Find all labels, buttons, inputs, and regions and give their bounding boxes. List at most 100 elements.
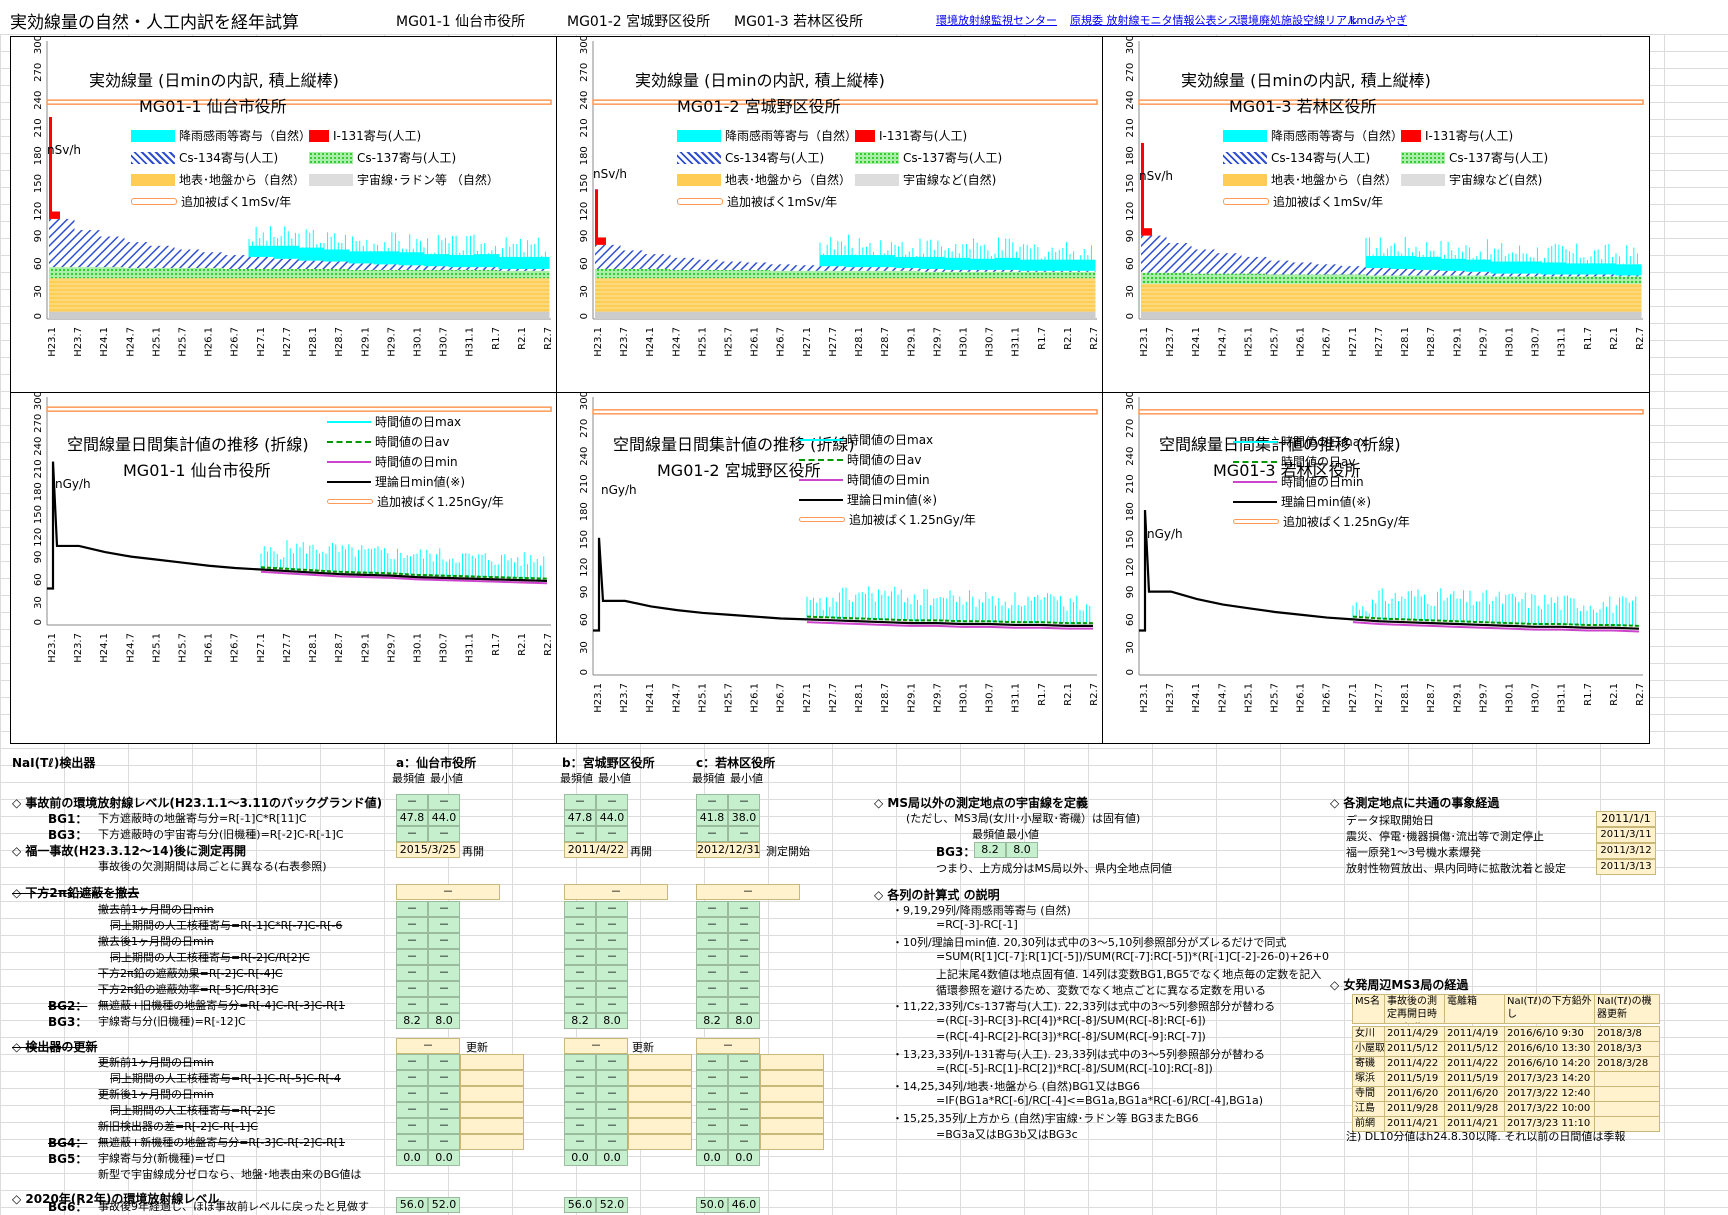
bar-降雨感雨等寄与（自然） <box>249 245 275 257</box>
air-chart-2-plot: 0 30 60 90 120 150 180 210 240 270 300 H23.1 H23.7 H2… <box>579 393 1100 713</box>
bar-Cs-134寄与(人工) <box>795 265 821 271</box>
dose1-xtick: H26.1 <box>750 327 761 357</box>
bar-Cs-134寄与(人工) <box>399 265 425 270</box>
legend-label: 追加被ばく1mSv/年 <box>727 195 838 209</box>
site-label-1: MG01-1 仙台市役所 <box>396 14 526 30</box>
cosmic-note2: つまり、上方成分はMS局以外、県内全地点同値 <box>936 862 1173 875</box>
air1-xtick: H26.1 <box>750 683 761 713</box>
air0-ytick: 240 <box>33 437 44 456</box>
col-mode-c: 最頻値 <box>692 772 725 785</box>
air1-ytick: 240 <box>579 447 590 466</box>
cell-a-du-mode: － <box>396 1118 428 1134</box>
bar-地表･地盤から（自然） <box>399 278 425 312</box>
event-date: 2011/1/1 <box>1596 811 1656 827</box>
bar-地表･地盤から（自然） <box>374 278 400 312</box>
link-kmd-miyagi[interactable]: kmdみやぎ <box>1350 14 1408 27</box>
du-row-2: 同上期間の人工核種寄与=R[-1]C-R[-5]C-R[-4 <box>110 1072 341 1085</box>
dose1-ytick: 120 <box>579 202 590 221</box>
event-date: 2011/3/11 <box>1596 827 1656 843</box>
legend-rain: 降雨感雨等寄与（自然） <box>1223 127 1403 144</box>
bar-Cs-134寄与(人工) <box>745 262 771 270</box>
cell-a-pb-min: － <box>428 917 460 933</box>
dose2-xtick: H28.1 <box>1400 327 1411 357</box>
link-waste-facility[interactable]: 環境廃処施設空線リアル <box>1237 14 1358 27</box>
legend-limit: 追加被ばく1.25nGy/年 <box>1233 513 1410 530</box>
bar-Cs-137寄与(人工) <box>1141 272 1167 284</box>
bar-Cs-137寄与(人工) <box>845 270 871 279</box>
legend-swatch <box>677 173 721 186</box>
cell-b-bg5-mode: 0.0 <box>564 1150 596 1166</box>
legend-swatch <box>131 198 177 205</box>
bar-Cs-134寄与(人工) <box>474 267 500 270</box>
bar-Cs-137寄与(人工) <box>1341 274 1367 284</box>
dose1-ytick: 150 <box>579 174 590 193</box>
bar-Cs-134寄与(人工) <box>149 245 175 269</box>
bar-宇宙線など(自然) <box>845 311 871 319</box>
bar-降雨感雨等寄与（自然） <box>424 254 450 267</box>
bar-Cs-137寄与(人工) <box>720 269 746 279</box>
chart-unit: nSv/h <box>593 167 627 181</box>
bar-降雨感雨等寄与（自然） <box>1566 263 1592 275</box>
event-text: 放射性物質放出、県内同時に拡散沈着と設定 <box>1346 862 1566 875</box>
cell-a-bg3b-mode: 8.2 <box>396 1013 428 1029</box>
cell-a-du-mode: － <box>396 1134 428 1150</box>
bar-Cs-137寄与(人工) <box>374 269 400 279</box>
cell-b-du-min: － <box>596 1102 628 1118</box>
bar-降雨感雨等寄与（自然） <box>274 245 300 259</box>
air1-xtick: H29.1 <box>906 683 917 713</box>
col-min-a: 最小値 <box>430 772 463 785</box>
bar-地表･地盤から（自然） <box>1616 283 1642 312</box>
link-nra-monitor[interactable]: 原規委 放射線モニタ情報公表シス <box>1070 14 1239 27</box>
ms3-cell: 2011/4/22 <box>1384 1056 1446 1072</box>
dose2-xtick: H27.1 <box>1348 327 1359 357</box>
air0-xtick: H30.7 <box>439 633 450 663</box>
restart-word-b: 再開 <box>630 845 652 858</box>
bar-Cs-134寄与(人工) <box>895 268 921 271</box>
cell-a-du-extra <box>460 1102 524 1118</box>
dose1-xtick: H28.7 <box>880 327 891 357</box>
dose1-xtick: H27.7 <box>828 327 839 357</box>
cell-c-restart-date: 2012/12/31 <box>696 842 761 858</box>
legend-swatch <box>677 151 721 164</box>
dose0-xtick: H28.1 <box>308 327 319 357</box>
air1-xtick: R2.1 <box>1063 683 1074 706</box>
col-mode-b: 最頻値 <box>560 772 593 785</box>
cell-c-pb-header: － <box>696 884 800 900</box>
ms3-cell: 2016/6/10 9:30 <box>1504 1026 1596 1042</box>
pb-row-3: 撤去後1ヶ月間の日min <box>98 935 214 948</box>
dose1-ytick: 30 <box>579 285 590 298</box>
cell-b-pb-header: － <box>564 884 668 900</box>
bar-地表･地盤から（自然） <box>1241 283 1267 312</box>
bar-Cs-137寄与(人工) <box>1541 276 1567 284</box>
bar-地表･地盤から（自然） <box>1516 283 1542 312</box>
air2-xtick: H27.1 <box>1348 683 1359 713</box>
link-monitoring-center[interactable]: 環境放射線監視センター <box>936 14 1057 27</box>
cell-a-du-header: － <box>396 1038 460 1054</box>
dose0-ytick: 0 <box>33 313 44 319</box>
cell-c-bg6-min: 46.0 <box>728 1197 760 1213</box>
events-title: ◇ 各測定地点に共通の事象経過 <box>1330 796 1500 810</box>
air2-xtick: H28.7 <box>1426 683 1437 713</box>
dose0-xtick: H23.1 <box>47 327 58 357</box>
dose1-ytick: 240 <box>579 91 590 110</box>
bar-宇宙線･ラドン等 （自然） <box>224 311 250 319</box>
bar-Cs-134寄与(人工) <box>720 261 746 270</box>
bar-降雨感雨等寄与（自然） <box>845 255 871 268</box>
dose0-xtick: H31.1 <box>465 327 476 357</box>
legend-label: 時間値の日min <box>847 473 930 487</box>
cell-c-pb-min: － <box>728 933 760 949</box>
bar-降雨感雨等寄与（自然） <box>399 252 425 266</box>
cell-a-bg3-min: － <box>428 826 460 842</box>
dose2-ytick: 180 <box>1125 146 1136 165</box>
cell-c-bg1-min: 38.0 <box>728 810 760 826</box>
air0-xtick: R2.7 <box>543 633 554 656</box>
dose0-xtick: H24.1 <box>99 327 110 357</box>
air0-xtick: H26.1 <box>204 633 215 663</box>
legend-max: 時間値の日max <box>1233 433 1367 450</box>
cell-a-du-min: － <box>428 1118 460 1134</box>
dose1-xtick: H23.1 <box>593 327 604 357</box>
ms3-cell: 2011/5/12 <box>1444 1041 1506 1057</box>
legend-swatch <box>1223 151 1267 164</box>
bar-降雨感雨等寄与（自然） <box>1020 259 1046 271</box>
air0-xtick: H25.1 <box>151 633 162 663</box>
